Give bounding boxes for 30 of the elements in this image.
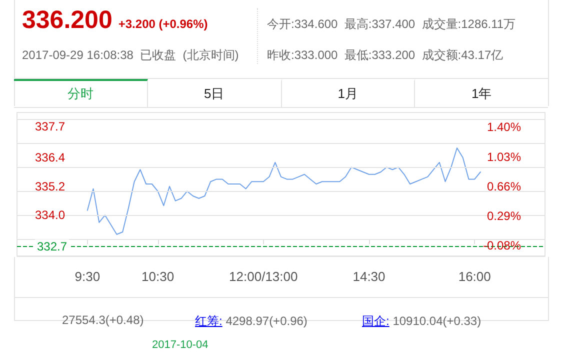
x-tick-label: 9:30 [74, 269, 100, 284]
chart-subtitle: +3.200 (+0.96%) [118, 17, 208, 31]
text: 5日 [148, 79, 282, 107]
y-tick-label: 337.7 [35, 119, 66, 134]
y-tick-label: 336.4 [35, 150, 66, 165]
x-tick-label: 12:00/13:00 [229, 269, 298, 284]
text: 红筹: [195, 314, 222, 328]
y2-tick-label: 1.40% [486, 120, 522, 134]
text: 27554.3(+0.48) [62, 313, 144, 327]
text: 2017-10-04 [152, 339, 208, 351]
x-tick-label: 16:00 [458, 269, 491, 284]
text: 10910.04(+0.33) [392, 314, 482, 328]
y-tick-label: 335.2 [35, 179, 66, 194]
chart-title: 336.200 [22, 6, 112, 34]
text: 4298.97(+0.96) [226, 314, 308, 328]
text: 昨收:333.000 最低:333.200 成交额:43.17亿 [267, 48, 504, 62]
y-tick-label: 332.7 [37, 239, 68, 254]
line-series [86, 148, 481, 235]
y2-tick-label: 1.03% [486, 150, 522, 164]
text: 今开:334.600 最高:337.400 成交量:1286.11万 [267, 17, 516, 31]
text: 分时 [14, 79, 148, 107]
y2-tick-label: 0.66% [486, 179, 522, 194]
x-tick-label: 10:30 [142, 269, 174, 284]
text: 2017-09-29 16:08:38 已收盘 (北京时间) [22, 47, 239, 64]
text: 国企: [362, 314, 390, 328]
text: 1年 [470, 85, 493, 103]
x-tick-label: 14:30 [352, 269, 386, 284]
text: 1月 [282, 79, 416, 107]
y-tick-label: 334.0 [35, 208, 66, 222]
y2-tick-label: 0.29% [486, 209, 522, 223]
